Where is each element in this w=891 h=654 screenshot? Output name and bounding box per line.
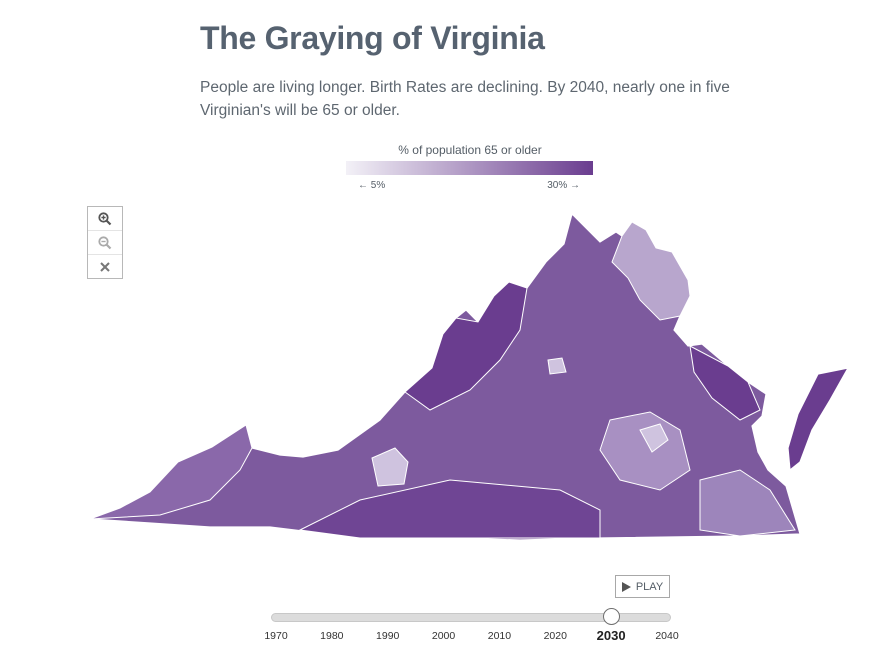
- year-slider-track[interactable]: [271, 613, 671, 622]
- zoom-out-icon: [98, 235, 112, 249]
- northern-virginia-region[interactable]: [611, 221, 691, 321]
- southwest-region[interactable]: [89, 424, 253, 520]
- charlottesville-area[interactable]: [547, 357, 567, 375]
- year-tick[interactable]: 1980: [320, 630, 344, 642]
- year-tick[interactable]: 2040: [655, 630, 679, 642]
- central-southeast-region[interactable]: [599, 411, 691, 491]
- play-label: PLAY: [635, 580, 664, 593]
- virginia-choropleth-map: [89, 212, 850, 541]
- year-tick[interactable]: 2020: [543, 630, 567, 642]
- legend-max-label: 30% →: [547, 180, 580, 191]
- page-title: The Graying of Virginia: [200, 20, 545, 56]
- zoom-controls: [87, 206, 123, 279]
- play-icon: [621, 581, 631, 592]
- richmond-area[interactable]: [639, 423, 669, 453]
- roanoke-area[interactable]: [371, 447, 409, 487]
- legend-min-label: ← 5%: [358, 180, 386, 191]
- year-tick[interactable]: 2030: [596, 628, 626, 643]
- year-slider-handle[interactable]: [602, 608, 620, 625]
- reset-zoom-button[interactable]: [88, 255, 122, 278]
- close-icon: [100, 261, 110, 272]
- hampton-roads-region[interactable]: [699, 469, 796, 537]
- legend-title: % of population 65 or older: [398, 143, 542, 157]
- legend-labels: ← 5% 30% →: [346, 180, 594, 196]
- year-tick[interactable]: 2010: [487, 630, 512, 642]
- year-tick[interactable]: 2000: [431, 630, 456, 642]
- southside-region[interactable]: [298, 479, 601, 539]
- page-subtitle: People are living longer. Birth Rates ar…: [200, 79, 730, 119]
- eastern-shore[interactable]: [787, 367, 850, 472]
- northern-neck[interactable]: [689, 345, 761, 421]
- zoom-in-button[interactable]: [88, 207, 122, 231]
- zoom-in-icon: [98, 211, 112, 225]
- shenandoah-region[interactable]: [404, 281, 528, 411]
- zoom-out-button[interactable]: [88, 231, 122, 255]
- color-legend: % of population 65 or older ← 5% 30% →: [346, 143, 594, 196]
- year-tick[interactable]: 1970: [264, 630, 288, 642]
- year-tick[interactable]: 1990: [376, 630, 400, 642]
- play-button[interactable]: PLAY: [615, 575, 670, 598]
- legend-gradient-bar: [346, 161, 593, 175]
